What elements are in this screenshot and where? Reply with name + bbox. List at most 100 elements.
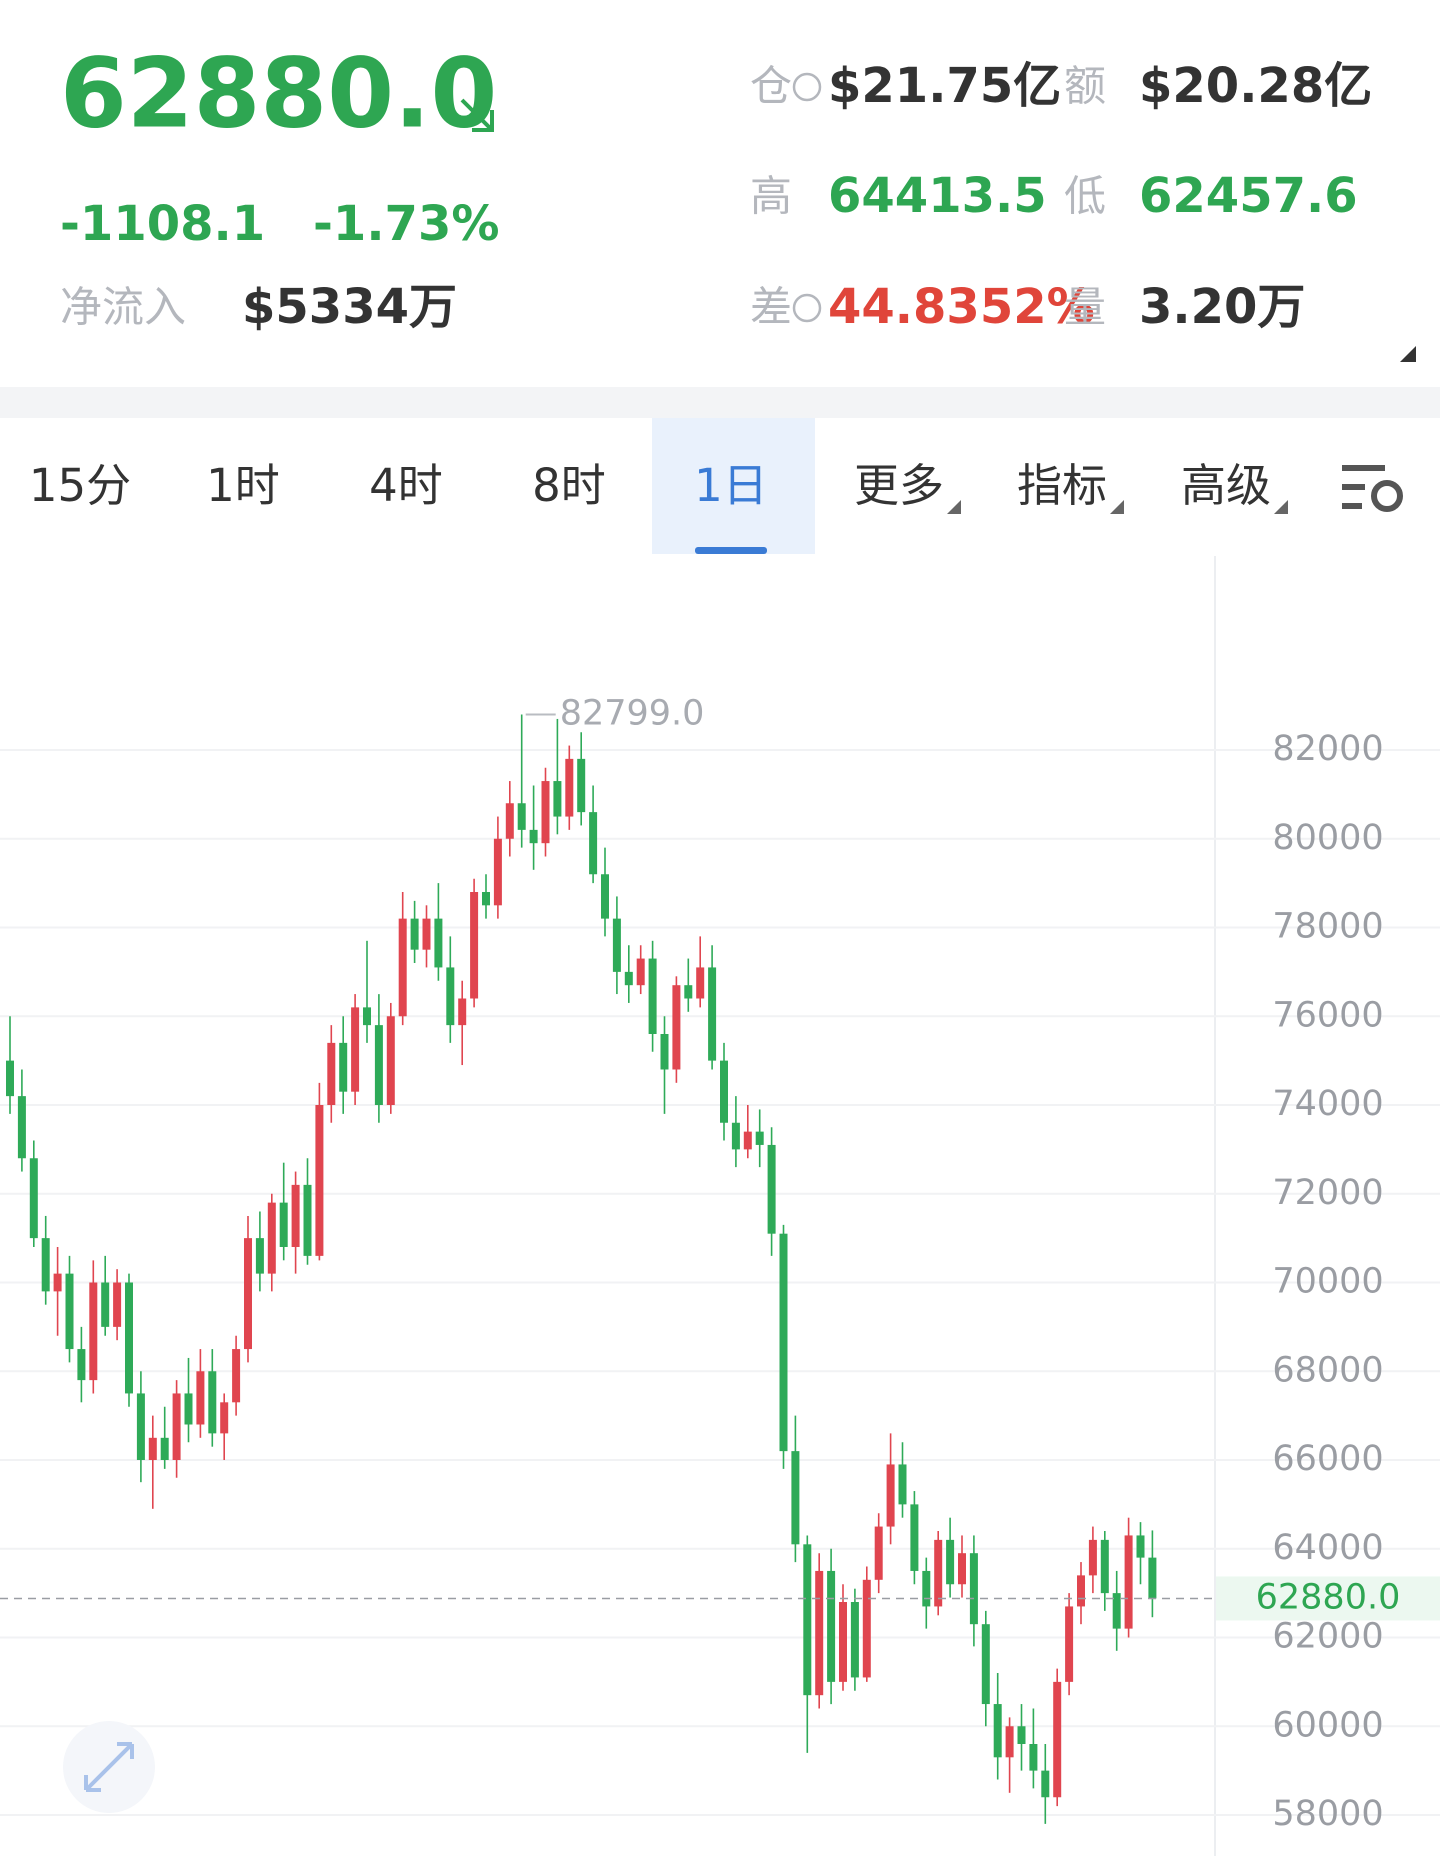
tab-bar: 15分 1时 4时 8时 1日 更多 指标 高级	[29, 418, 1288, 554]
candle-body	[1112, 1593, 1121, 1629]
candle-body	[29, 1158, 38, 1239]
tab[interactable]: 15分	[29, 459, 131, 512]
net-inflow-label: 净流入	[60, 283, 186, 332]
price: 62880.0	[60, 37, 497, 149]
candle-body	[113, 1282, 122, 1327]
y-tick-label: 72000	[1272, 1173, 1383, 1213]
dropdown-caret	[947, 500, 961, 514]
net-inflow: $5334万	[242, 279, 457, 335]
candle-body	[696, 967, 705, 999]
candle-body	[648, 958, 657, 1034]
y-tick-label: 70000	[1272, 1262, 1383, 1302]
candle-body	[565, 758, 574, 817]
candle-body	[803, 1544, 812, 1696]
candle-body	[589, 812, 598, 875]
low-label: 低	[1064, 172, 1106, 221]
candle-body	[410, 918, 419, 950]
candle-body	[601, 874, 609, 919]
y-tick-label: 82000	[1272, 729, 1383, 769]
tab[interactable]: 指标	[1017, 459, 1107, 512]
y-tick-label: 60000	[1272, 1705, 1383, 1745]
help-icon[interactable]	[792, 293, 822, 323]
candle-body	[1100, 1539, 1109, 1594]
candle-body	[505, 803, 514, 839]
y-tick-label: 78000	[1272, 907, 1383, 947]
candle-body	[958, 1553, 966, 1585]
last-price-bg	[1216, 1576, 1440, 1621]
candle-body	[148, 1437, 157, 1460]
tab-indicator	[695, 547, 767, 554]
candle-body	[446, 967, 455, 1026]
candle-body	[327, 1042, 336, 1105]
candle-body	[1148, 1557, 1157, 1599]
tab[interactable]: 4时	[369, 459, 443, 512]
candle-body	[374, 1025, 383, 1105]
candle-body	[196, 1371, 205, 1425]
candle-body	[541, 781, 550, 844]
candle-body	[636, 958, 645, 986]
change: -1108.1	[60, 196, 265, 252]
settings-icon[interactable]	[1342, 465, 1403, 512]
expand-corner[interactable]	[1400, 346, 1416, 362]
candle-body	[791, 1451, 800, 1545]
candle-body	[125, 1282, 133, 1394]
candle-body	[672, 985, 681, 1070]
candle-body	[553, 781, 562, 817]
candle-body	[220, 1402, 229, 1434]
candle-body	[1088, 1539, 1097, 1576]
candle-body	[624, 971, 633, 986]
spread-label: 差	[750, 283, 792, 332]
candle-body	[850, 1602, 859, 1678]
candle-body	[779, 1233, 788, 1452]
candle-body	[815, 1570, 824, 1696]
candle-body	[1005, 1726, 1014, 1758]
dropdown-caret	[1274, 500, 1288, 514]
change-pct: -1.73%	[313, 196, 499, 252]
last-price-label: 62880.0	[1256, 1577, 1401, 1617]
y-tick-label: 64000	[1272, 1528, 1383, 1568]
candle-body	[422, 918, 431, 950]
candle-body	[517, 803, 526, 830]
candle-body	[827, 1570, 836, 1682]
high: 64413.5	[828, 168, 1047, 224]
candle-body	[755, 1131, 764, 1145]
candle-body	[184, 1393, 193, 1425]
candle-body	[731, 1122, 740, 1150]
tab[interactable]: 8时	[532, 459, 606, 512]
candle-body	[839, 1602, 847, 1682]
candle-body	[339, 1042, 348, 1092]
high-label: 高	[750, 172, 792, 221]
candle-body	[910, 1504, 919, 1571]
tab[interactable]: 1时	[206, 459, 280, 512]
y-tick-label: 58000	[1272, 1794, 1383, 1834]
candle-body	[1029, 1744, 1038, 1771]
candle-body	[1053, 1681, 1062, 1798]
candle-body	[398, 918, 407, 1017]
candle-body	[493, 838, 502, 906]
candle-body	[208, 1371, 217, 1434]
candle-body	[743, 1131, 752, 1150]
candle-body	[1124, 1535, 1133, 1629]
volume: 3.20万	[1139, 279, 1305, 335]
candle-body	[946, 1539, 955, 1585]
candle-body	[363, 1007, 371, 1026]
candle-body	[267, 1202, 276, 1274]
candle-body	[244, 1238, 252, 1350]
volume-label: 量	[1064, 283, 1106, 332]
candle-body	[303, 1184, 312, 1256]
tab[interactable]: 更多	[854, 459, 944, 512]
spread: 44.8352%	[828, 279, 1095, 335]
candle-body	[53, 1273, 62, 1292]
candle-body	[255, 1238, 264, 1274]
tab[interactable]: 1日	[694, 459, 768, 512]
help-icon[interactable]	[792, 72, 822, 102]
candle-body	[136, 1393, 145, 1460]
candle-body	[1077, 1575, 1085, 1607]
candle-body	[291, 1184, 300, 1247]
candle-body	[386, 1016, 395, 1105]
candle-body	[934, 1539, 943, 1607]
tab[interactable]: 高级	[1181, 459, 1271, 512]
candle-body	[720, 1060, 728, 1123]
